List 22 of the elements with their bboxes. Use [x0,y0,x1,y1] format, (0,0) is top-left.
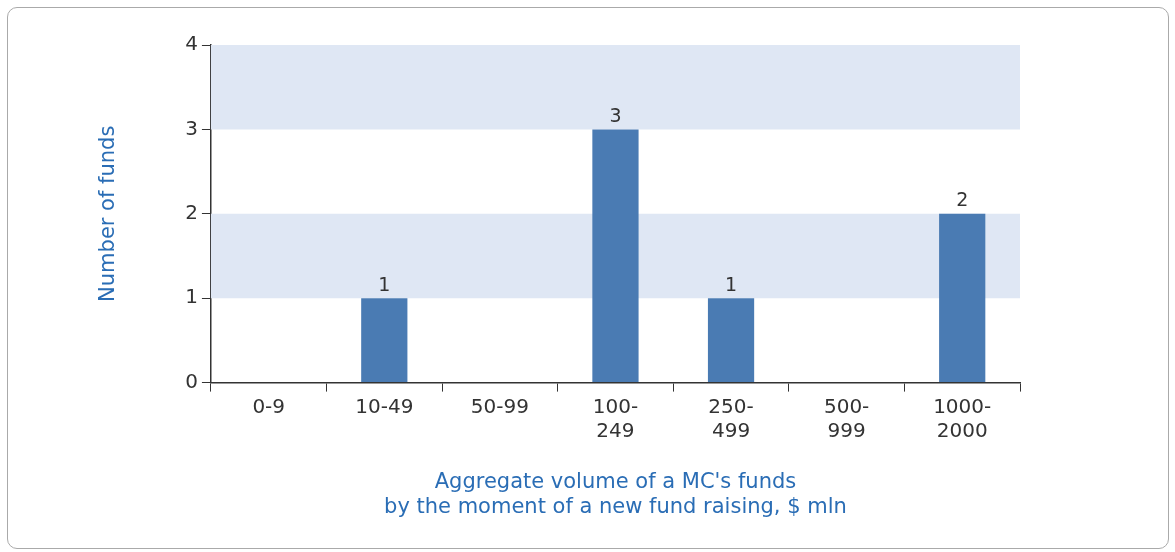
bar [361,298,408,383]
y-tick-label: 4 [185,31,198,56]
x-tick-label: 50-99 [470,393,529,418]
y-tick-label: 2 [185,200,198,224]
x-tick-label: 250- 499 [708,393,754,442]
bar [707,298,755,383]
data-label: 2 [956,188,969,211]
y-tick-label: 1 [185,284,198,309]
bar [592,129,639,383]
x-tick-label: 0-9 [252,393,286,418]
y-tick-label: 3 [185,115,198,140]
x-tick-label: 500- 999 [823,393,870,442]
x-tick-label: 10-49 [355,393,414,418]
data-label: 1 [725,272,738,295]
y-axis-title: Number of funds [95,125,120,302]
data-label: 3 [609,103,622,126]
y-tick-label: 0 [185,368,198,393]
x-tick-label: 100- 249 [592,393,639,442]
data-label: 1 [378,272,391,295]
bar [939,213,986,383]
x-axis-title: Aggregate volume of a MC's funds by the moment of a new fund raising, $ mln [384,468,847,518]
x-tick-label: 1000- 2000 [933,393,992,442]
